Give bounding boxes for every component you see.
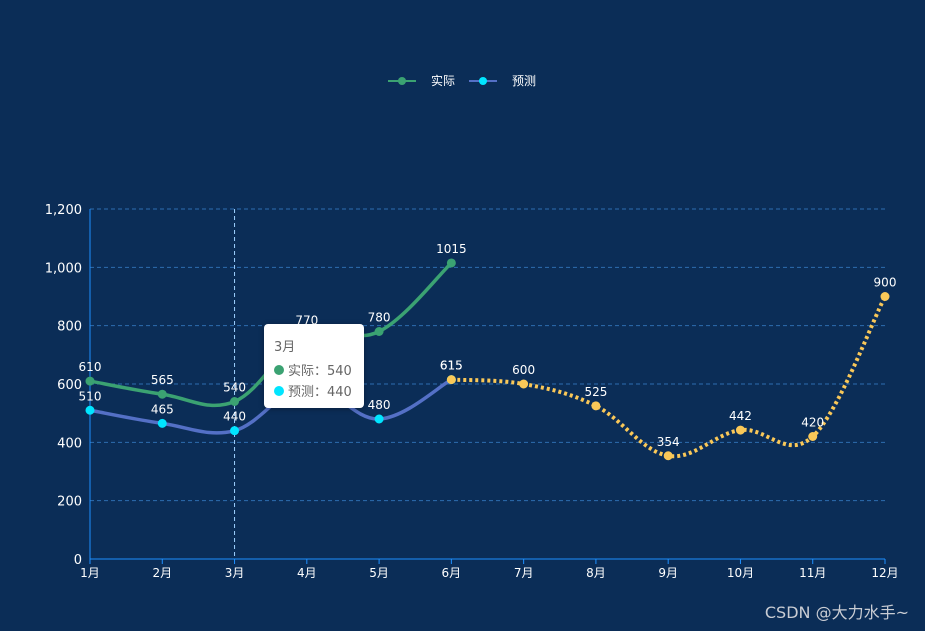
y-tick-label: 1,000 xyxy=(45,261,82,276)
data-label-projection: 354 xyxy=(657,435,680,449)
data-label-actual: 565 xyxy=(151,373,174,387)
watermark: CSDN @大力水手~ xyxy=(764,603,909,622)
x-tick-label: 6月 xyxy=(442,566,462,580)
data-label-forecast: 465 xyxy=(151,402,174,416)
data-point-projection xyxy=(663,451,673,461)
data-point-projection xyxy=(591,401,601,411)
data-label-actual: 610 xyxy=(79,360,102,374)
legend-marker-forecast xyxy=(479,77,487,85)
y-tick-label: 200 xyxy=(57,495,82,510)
x-tick-label: 7月 xyxy=(514,566,534,580)
data-point-projection xyxy=(880,292,890,301)
data-label-projection: 615 xyxy=(440,359,463,373)
data-label-actual: 1015 xyxy=(436,242,467,256)
y-tick-label: 0 xyxy=(74,553,82,568)
x-tick-label: 3月 xyxy=(225,566,245,580)
data-label-projection: 900 xyxy=(874,276,897,290)
y-tick-label: 1,200 xyxy=(45,203,82,218)
legend-label-actual: 实际 xyxy=(431,73,455,88)
data-point-forecast xyxy=(230,426,240,436)
data-point-projection xyxy=(808,432,818,441)
data-point-actual xyxy=(230,397,240,406)
data-point-actual xyxy=(446,258,456,268)
data-point-forecast xyxy=(374,414,384,424)
data-label-actual: 780 xyxy=(368,311,391,325)
data-label-forecast: 440 xyxy=(223,410,246,424)
data-point-forecast xyxy=(85,405,95,415)
data-label-projection: 442 xyxy=(729,409,752,423)
data-label-forecast: 615 xyxy=(440,359,463,373)
tooltip-row-forecast: 预测：440 xyxy=(274,380,354,401)
data-point-projection xyxy=(446,375,456,385)
y-tick-label: 400 xyxy=(57,436,82,451)
data-label-forecast: 510 xyxy=(79,389,102,403)
data-label-forecast: 480 xyxy=(368,398,391,412)
x-tick-label: 10月 xyxy=(727,566,754,580)
x-tick-label: 2月 xyxy=(152,566,172,580)
data-label-actual: 770 xyxy=(295,313,318,327)
data-label-actual: 540 xyxy=(223,381,246,395)
x-tick-label: 4月 xyxy=(297,566,317,580)
x-tick-label: 9月 xyxy=(658,566,678,580)
data-point-actual xyxy=(157,389,167,399)
chart-tooltip: 3月 实际：540 预测：440 xyxy=(264,324,364,408)
data-point-actual xyxy=(374,327,384,336)
legend-label-forecast: 预测 xyxy=(512,74,536,88)
tooltip-actual-marker xyxy=(274,364,284,375)
x-tick-label: 11月 xyxy=(799,566,826,580)
series-line-projection xyxy=(451,295,887,459)
tooltip-forecast-value: 预测：440 xyxy=(288,385,352,400)
data-label-projection: 420 xyxy=(801,416,824,430)
y-tick-label: 800 xyxy=(57,320,82,335)
data-point-actual xyxy=(85,376,95,386)
x-tick-label: 12月 xyxy=(871,566,898,580)
data-point-projection xyxy=(735,425,745,435)
legend-marker-actual xyxy=(398,77,406,85)
tooltip-row-actual: 实际：540 xyxy=(274,359,354,380)
tooltip-title: 3月 xyxy=(274,340,296,355)
x-tick-label: 8月 xyxy=(586,566,606,580)
x-tick-label: 5月 xyxy=(369,566,389,580)
data-point-projection xyxy=(519,379,529,389)
y-tick-label: 600 xyxy=(57,378,82,393)
data-label-projection: 525 xyxy=(584,385,607,399)
data-label-projection: 600 xyxy=(512,363,535,377)
tooltip-forecast-marker xyxy=(274,385,284,396)
x-tick-label: 1月 xyxy=(80,566,100,580)
data-point-forecast xyxy=(157,418,167,428)
tooltip-actual-value: 实际：540 xyxy=(288,364,352,379)
